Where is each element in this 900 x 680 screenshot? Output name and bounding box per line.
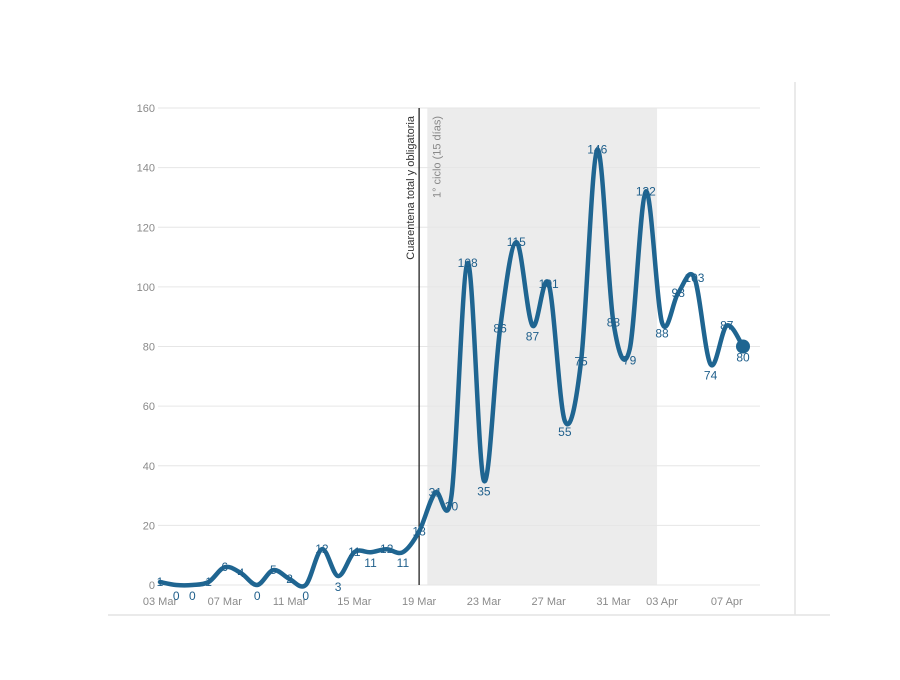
x-tick-label: 03 Apr <box>646 596 678 608</box>
x-tick-label: 03 Mar <box>143 596 178 608</box>
data-label: 0 <box>254 589 261 603</box>
y-tick-label: 60 <box>143 401 155 413</box>
data-label: 12 <box>380 542 394 556</box>
data-label: 1 <box>157 575 164 589</box>
y-tick-label: 140 <box>137 163 155 175</box>
x-tick-label: 07 Mar <box>208 596 243 608</box>
data-label: 30 <box>445 500 459 514</box>
y-tick-label: 120 <box>137 222 155 234</box>
data-label: 101 <box>539 277 559 291</box>
data-label: 12 <box>315 542 329 556</box>
data-label: 18 <box>412 524 426 538</box>
data-label: 0 <box>173 589 180 603</box>
data-label: 146 <box>587 143 607 157</box>
data-label: 108 <box>458 256 478 270</box>
x-tick-label: 15 Mar <box>337 596 372 608</box>
data-label: 132 <box>636 184 656 198</box>
data-label: 115 <box>507 235 526 249</box>
data-label: 103 <box>684 271 704 285</box>
x-tick-label: 27 Mar <box>532 596 567 608</box>
data-label: 87 <box>526 330 540 344</box>
data-label: 0 <box>302 589 309 603</box>
data-label: 6 <box>221 560 228 574</box>
data-label: 0 <box>189 589 196 603</box>
data-label: 31 <box>429 486 443 500</box>
data-label: 11 <box>364 556 377 570</box>
y-tick-label: 80 <box>143 342 155 354</box>
data-label: 35 <box>477 485 491 499</box>
data-label: 87 <box>720 319 734 333</box>
data-label: 74 <box>704 368 718 382</box>
cycle-label: 1° ciclo (15 días) <box>431 116 443 198</box>
data-label: 86 <box>493 322 507 336</box>
data-label: 5 <box>270 563 277 577</box>
end-point-marker <box>736 339 750 354</box>
data-label: 55 <box>558 425 572 439</box>
x-tick-label: 23 Mar <box>467 596 502 608</box>
data-label: 3 <box>335 580 342 594</box>
x-tick-label: 19 Mar <box>402 596 437 608</box>
data-label: 79 <box>623 353 637 367</box>
y-tick-label: 100 <box>137 282 155 294</box>
x-tick-label: 07 Apr <box>711 596 743 608</box>
data-label: 11 <box>397 556 410 570</box>
data-label: 2 <box>286 572 293 586</box>
series-line <box>157 147 746 589</box>
x-tick-label: 31 Mar <box>596 596 631 608</box>
data-label: 4 <box>238 566 245 580</box>
y-tick-label: 40 <box>143 461 155 473</box>
data-label: 88 <box>607 316 621 330</box>
data-label: 80 <box>736 351 750 365</box>
x-tick-label: 11 Mar <box>273 596 307 608</box>
data-label: 75 <box>574 354 588 368</box>
y-tick-label: 20 <box>143 520 155 532</box>
y-tick-label: 0 <box>149 580 155 592</box>
data-label: 98 <box>672 286 686 300</box>
data-label: 11 <box>348 545 361 559</box>
y-tick-label: 160 <box>137 103 155 115</box>
data-label: 1 <box>205 575 212 589</box>
quarantine-label: Cuarentena total y obligatoria <box>405 115 417 260</box>
data-label: 88 <box>655 327 669 341</box>
